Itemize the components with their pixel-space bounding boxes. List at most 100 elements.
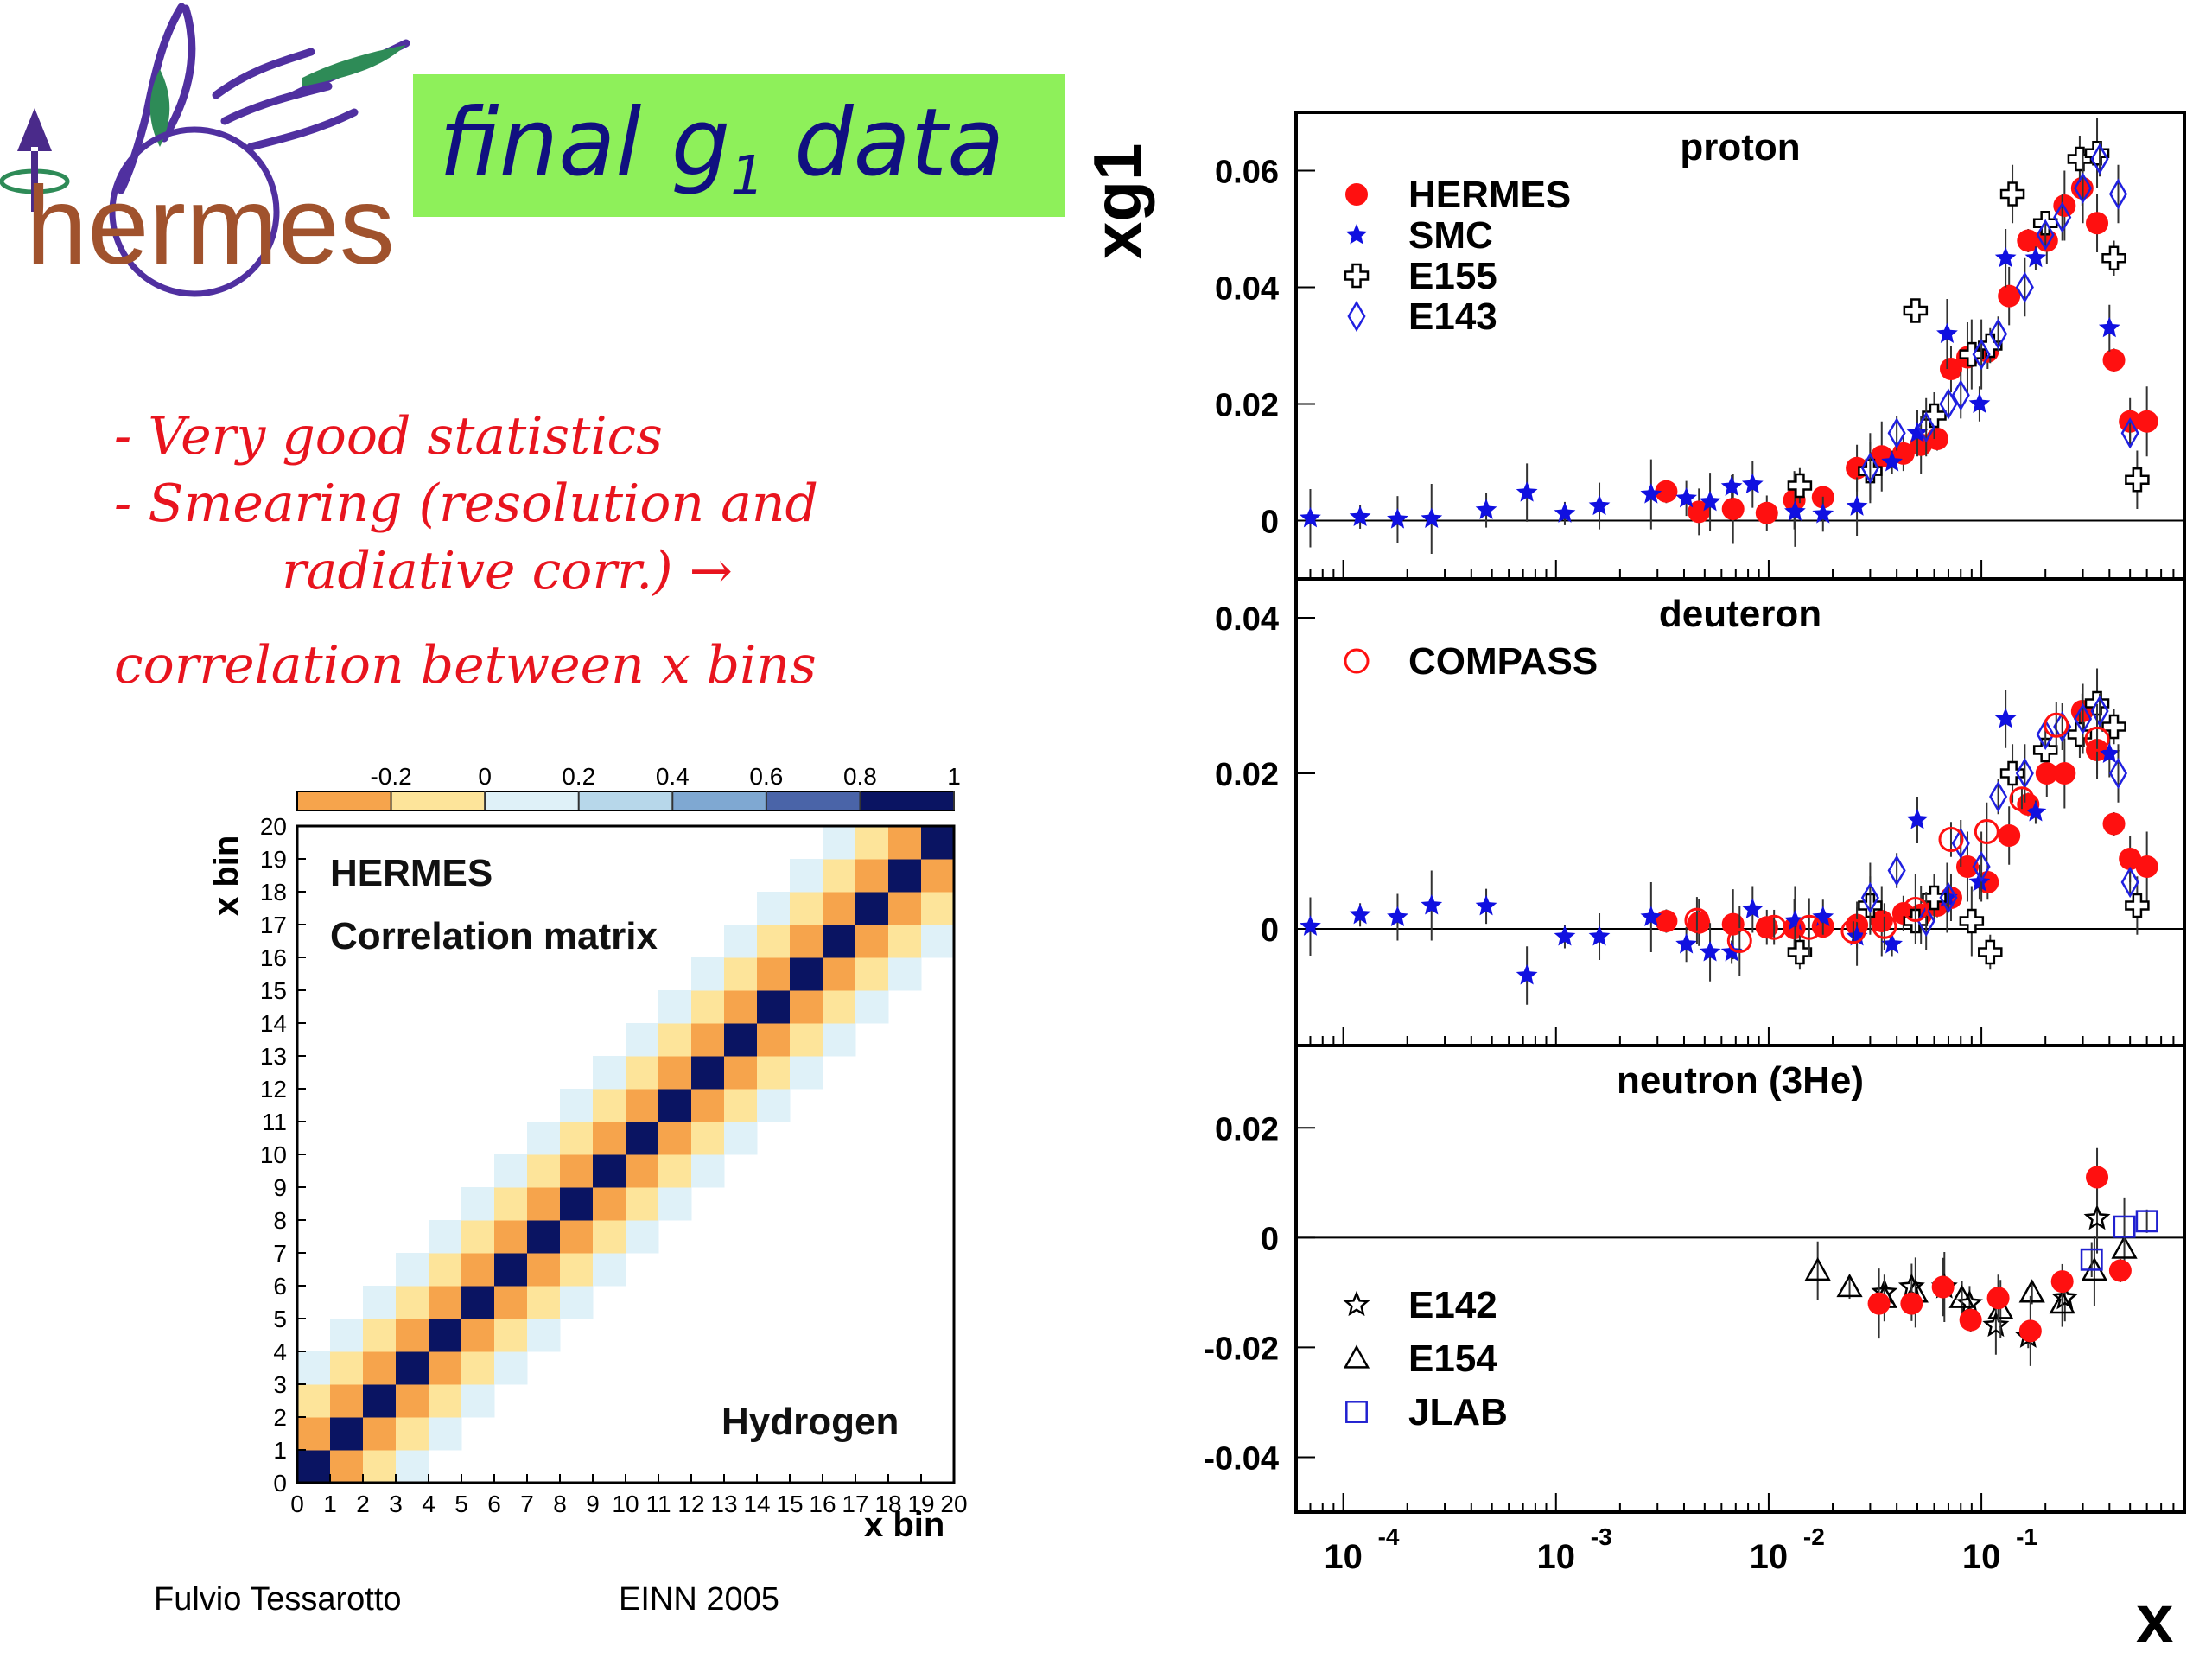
legend-label: E143 xyxy=(1408,296,1497,338)
data-point xyxy=(1836,1273,1863,1298)
data-point xyxy=(1387,508,1408,529)
data-point xyxy=(2018,1319,2042,1343)
colorbar-segment xyxy=(297,791,392,810)
heatmap-cell xyxy=(396,1351,429,1385)
data-point xyxy=(1640,906,1662,927)
data-point xyxy=(1344,648,1370,674)
data-point xyxy=(1989,318,2008,350)
data-point xyxy=(1922,885,1947,911)
heatmap-cell xyxy=(888,925,922,958)
heatmap-cell xyxy=(855,826,889,860)
data-point xyxy=(2015,757,2034,790)
panel-2: -0.04 -0.02 0 0.02 neutron (3He) E142 E154 JLAB xyxy=(1204,1044,2186,1514)
data-point xyxy=(1796,914,1822,940)
heatmap-cell xyxy=(396,1417,429,1451)
heatmap-cell xyxy=(593,1122,626,1155)
heatmap-cell xyxy=(823,990,856,1024)
bullet-smearing: - Smearing (resolution and xyxy=(114,474,818,534)
data-point xyxy=(1999,181,2025,207)
heatmap-cell xyxy=(494,1220,528,1254)
heatmap-cell xyxy=(921,859,955,893)
heatmap-cell xyxy=(363,1319,397,1352)
colorbar-tick-label: -0.2 xyxy=(370,763,411,790)
heatmap-cells xyxy=(297,826,955,1484)
y-tick-label: 0.02 xyxy=(1215,757,1279,793)
data-point xyxy=(1300,506,1321,528)
y-tick-label: 12 xyxy=(260,1076,287,1103)
data-point xyxy=(1345,1401,1368,1423)
heatmap-cell xyxy=(855,990,889,1024)
heatmap-cell xyxy=(790,859,823,893)
data-point xyxy=(1925,428,1948,450)
logo-green-leaf xyxy=(149,69,170,147)
data-point xyxy=(2017,229,2040,252)
colorbar-tick-label: 0.6 xyxy=(749,763,783,790)
data-point xyxy=(1900,1292,1923,1315)
legend-label: COMPASS xyxy=(1408,640,1598,683)
heatmap-label-hydrogen: Hydrogen xyxy=(721,1401,899,1443)
data-point xyxy=(1349,505,1371,526)
data-point xyxy=(1955,855,1979,878)
heatmap-cell xyxy=(724,925,758,958)
data-point xyxy=(1655,910,1678,932)
data-point xyxy=(1903,897,1929,922)
heatmap-cell xyxy=(461,1384,495,1418)
heatmap-cell xyxy=(363,1351,397,1385)
heatmap-cell xyxy=(626,1187,659,1221)
y-tick-label: -0.02 xyxy=(1204,1331,1279,1367)
x-tick-label: 10 xyxy=(612,1491,639,1517)
heatmap-cell xyxy=(330,1351,364,1385)
heatmap-cell xyxy=(593,1220,626,1254)
y-tick-label: 0 xyxy=(1261,505,1279,541)
x-tick-label: 9 xyxy=(586,1491,600,1517)
bullet-correlation: correlation between x bins xyxy=(114,635,817,696)
data-point xyxy=(1994,246,2017,268)
heatmap-cell xyxy=(297,1384,331,1418)
heatmap-cell xyxy=(790,957,823,991)
data-point xyxy=(1860,881,1879,914)
heatmap-ylabel: x bin xyxy=(207,836,245,916)
data-point xyxy=(1516,481,1538,502)
heatmap-cell xyxy=(494,1154,528,1188)
x-tick-labels: 0 1 2 3 4 5 6 7 8 9 10 11 12 13 14 15 16 17 18 19 20 xyxy=(290,1474,968,1517)
heatmap-cell xyxy=(429,1253,462,1287)
heatmap-label-corr: Correlation matrix xyxy=(330,915,658,957)
data-point xyxy=(2108,1259,2132,1282)
data-point xyxy=(1948,1284,1975,1308)
heatmap-cell xyxy=(757,925,791,958)
data-point xyxy=(1688,500,1711,524)
heatmap-cell xyxy=(823,826,856,860)
heatmap-cell xyxy=(724,1056,758,1090)
heatmap-cell xyxy=(363,1384,397,1418)
heatmap-xlabel: x bin xyxy=(864,1506,944,1538)
data-point xyxy=(1951,827,1970,860)
x-tick-exponent: -3 xyxy=(1591,1523,1612,1550)
data-point xyxy=(2125,467,2150,493)
y-tick-label: 1 xyxy=(273,1437,287,1464)
heatmap-cell xyxy=(527,1187,561,1221)
data-point xyxy=(1516,964,1538,985)
heatmap-cell xyxy=(297,1450,331,1484)
colorbar-tick-label: 0.2 xyxy=(562,763,595,790)
heatmap-cell xyxy=(626,1023,659,1057)
data-point xyxy=(2111,1235,2138,1259)
heatmap-cell xyxy=(757,1089,791,1122)
data-point xyxy=(1974,819,1999,844)
x-tick-label: 10 xyxy=(1324,1538,1363,1576)
y-tick-label: 9 xyxy=(273,1174,287,1201)
heatmap-cell xyxy=(757,892,791,925)
x-tick-label: 18 xyxy=(874,1491,901,1517)
heatmap-cell xyxy=(560,1122,594,1155)
heatmap-cell xyxy=(527,1122,561,1155)
data-point xyxy=(1347,300,1366,333)
data-point xyxy=(2036,718,2055,751)
data-point xyxy=(2086,212,2109,235)
y-tick-label: 10 xyxy=(260,1141,287,1168)
data-point xyxy=(1903,298,1929,323)
data-point xyxy=(1755,501,1778,524)
y-tick-label: 19 xyxy=(260,846,287,873)
heatmap-cell xyxy=(626,1056,659,1090)
x-tick-label: 1 xyxy=(323,1491,337,1517)
heatmap-cell xyxy=(658,1023,692,1057)
y-tick-label: 0.06 xyxy=(1215,155,1279,191)
